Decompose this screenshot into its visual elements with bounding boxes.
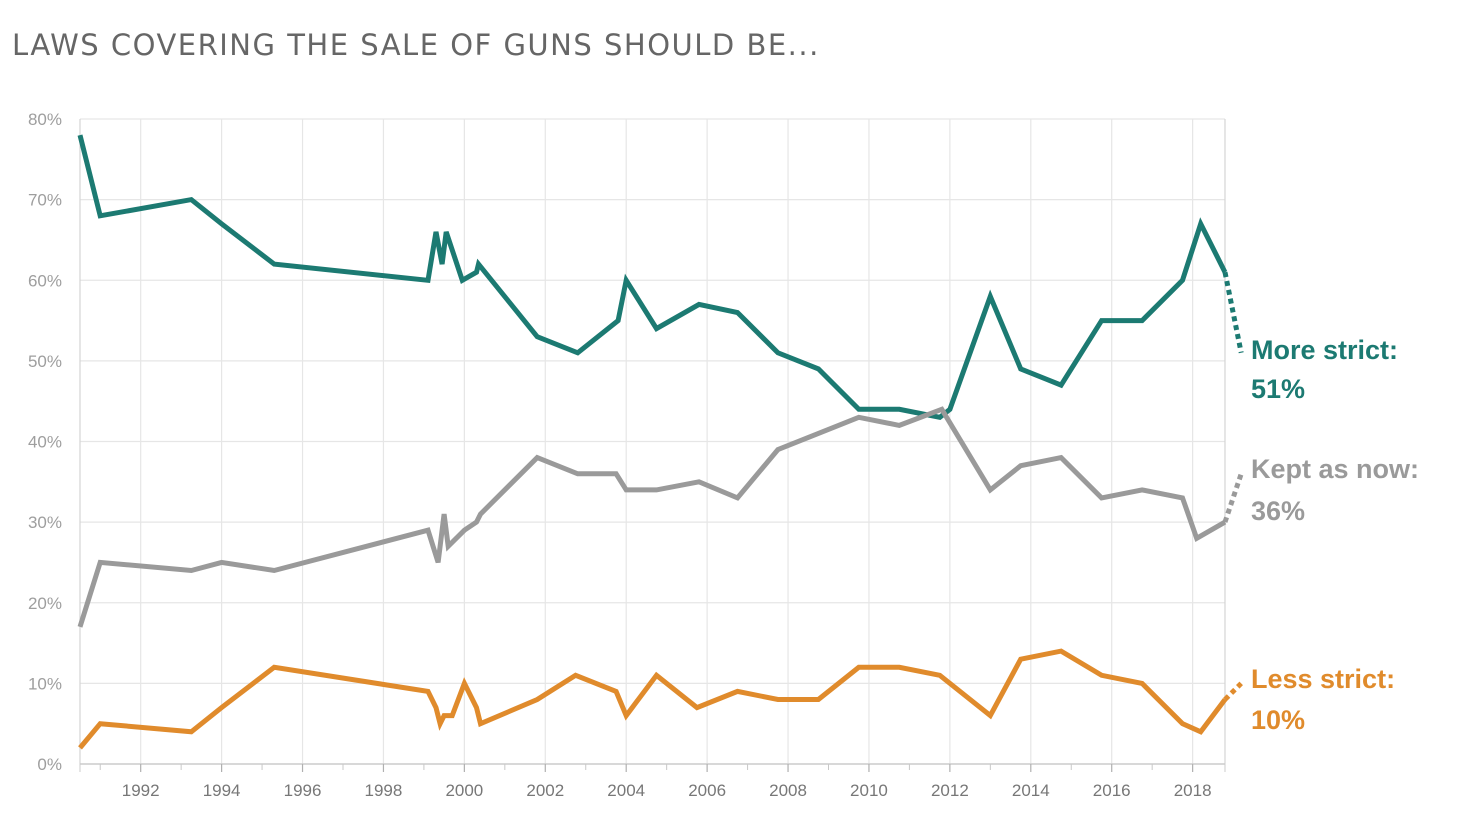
x-tick-label: 2018 [1174, 781, 1212, 800]
y-tick-label: 70% [28, 191, 62, 210]
x-tick-label: 2014 [1012, 781, 1050, 800]
latest-dotted-segment [1223, 681, 1243, 702]
end-labels: More strict: 51% Kept as now: 36% Less stric… [1251, 335, 1419, 735]
end-label-value: 36% [1251, 496, 1305, 526]
y-tick-label: 40% [28, 433, 62, 452]
end-label-name: Less strict: [1251, 664, 1395, 694]
x-tick-label: 1996 [284, 781, 322, 800]
x-tick-label: 2002 [526, 781, 564, 800]
x-tick-label: 2000 [445, 781, 483, 800]
x-tick-label: 1994 [203, 781, 241, 800]
y-tick-label: 20% [28, 594, 62, 613]
latest-dotted-segment [1222, 473, 1244, 523]
axes [79, 119, 1226, 772]
y-tick-label: 30% [28, 513, 62, 532]
latest-dotted-segment [1222, 271, 1244, 354]
y-tick-label: 80% [28, 110, 62, 129]
y-tick-label: 60% [28, 271, 62, 290]
x-tick-label: 2016 [1093, 781, 1131, 800]
x-tick-label: 1992 [122, 781, 160, 800]
x-tick-label: 2004 [607, 781, 645, 800]
x-axis-ticks: 1992 1994 1996 1998 2000 2002 2004 2006 2008 2010… [99, 764, 1212, 800]
end-label-name: Kept as now: [1251, 454, 1419, 484]
end-label-name: More strict: [1251, 335, 1398, 365]
series-line-more-strict [77, 134, 1228, 420]
x-tick-label: 2012 [931, 781, 969, 800]
series-line-less-strict [78, 648, 1227, 750]
x-tick-label: 2010 [850, 781, 888, 800]
x-tick-label: 1998 [365, 781, 403, 800]
x-tick-label: 2008 [769, 781, 807, 800]
end-label-value: 10% [1251, 705, 1305, 735]
y-tick-label: 10% [28, 674, 62, 693]
grid-lines [80, 118, 1225, 764]
y-axis-ticks: 0% 10% 20% 30% 40% 50% 60% 70% 80% [28, 110, 62, 774]
y-tick-label: 0% [37, 755, 62, 774]
end-label-value: 51% [1251, 374, 1305, 404]
x-tick-label: 2006 [688, 781, 726, 800]
y-tick-label: 50% [28, 352, 62, 371]
series-line-kept-as-now [77, 406, 1227, 628]
chart-title: LAWS COVERING THE SALE OF GUNS SHOULD BE… [12, 28, 820, 62]
series-lines [77, 134, 1244, 750]
